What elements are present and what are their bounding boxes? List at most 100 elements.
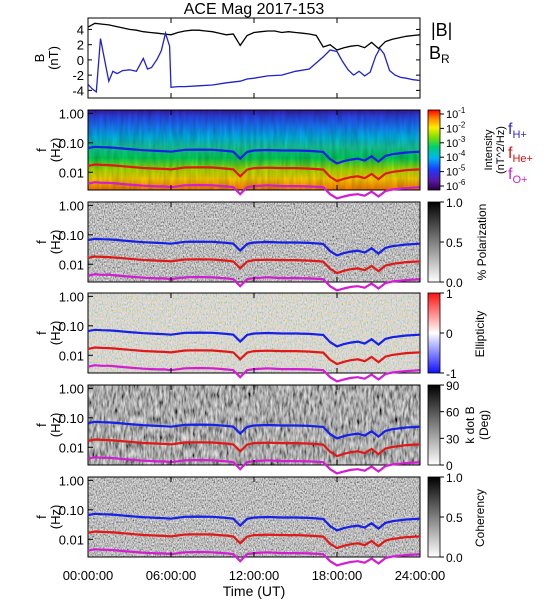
legend-f-h-main: f <box>508 121 513 138</box>
panel-bfield: 420-2-4 B (nT) |B| BR <box>32 17 452 99</box>
legend-b-r: BR <box>429 43 450 66</box>
spec-ytick-label: 0.10 <box>59 136 84 151</box>
spec-ytick-label: 0.10 <box>59 319 84 334</box>
colorbar-tick-label: 1 <box>446 287 453 301</box>
f-h-gyrofrequency-line <box>87 237 421 257</box>
spec-ytick-label: 0.01 <box>59 165 84 180</box>
colorbar-tick-label: 0.5 <box>446 511 463 525</box>
f-h-gyrofrequency-line <box>87 328 421 348</box>
spec-ylabel-hz: (Hz) <box>48 321 63 346</box>
spec-ytick-label: 1.00 <box>59 473 84 488</box>
colorbar-tick-label: 10-6 <box>446 178 466 193</box>
spec-ytick-label: 1.00 <box>59 198 84 213</box>
colorbar-tick-label: 0.0 <box>446 276 463 290</box>
colorbar-tick-label: 0 <box>446 327 453 341</box>
x-tick-label: 00:00:00 <box>63 568 114 583</box>
spec-ylabel-f: f <box>34 423 49 427</box>
ellipticity-colorbar <box>427 292 441 374</box>
bfield-series <box>88 22 420 94</box>
legend-f-he: fHe+ <box>508 145 533 165</box>
x-tick-label: 18:00:00 <box>312 568 363 583</box>
f-h-gyrofrequency-line <box>87 145 421 165</box>
spec-ytick-label: 0.10 <box>59 411 84 426</box>
spec-ylabel-f: f <box>34 331 49 335</box>
spec-ytick-label: 0.01 <box>59 532 84 547</box>
coherency-colorbar <box>427 476 441 558</box>
legend-f-h: fH+ <box>508 121 527 141</box>
bfield-ylabel-line2: (nT) <box>46 46 61 70</box>
spec-ylabel-f: f <box>34 240 49 244</box>
spec-ytick-label: 0.10 <box>59 503 84 518</box>
f-he-gyrofrequency-line <box>87 163 421 183</box>
colorbar-tick-label: 90 <box>446 379 460 393</box>
bfield-ytick-label: -2 <box>72 68 84 83</box>
legend-f-he-sub: He+ <box>512 153 533 165</box>
spec-ytick-label: 0.01 <box>59 440 84 455</box>
colorbar-tick-label: 10-3 <box>446 135 466 150</box>
wave-normal-colorbar-label-line1: k dot B <box>463 406 477 443</box>
colorbar-tick-label: 10-5 <box>446 164 466 179</box>
generated-chart-marks: f (Hz)1.000.100.0110-110-210-310-410-510-… <box>34 18 466 583</box>
legend-f-o: fO+ <box>508 166 527 186</box>
colorbar-tick-label: 30 <box>446 432 460 446</box>
colorbar-tick-label: 10-1 <box>446 106 466 121</box>
spec-ytick-label: 1.00 <box>59 289 84 304</box>
b-r-line <box>88 30 420 94</box>
polarization-colorbar-label: % Polarization <box>475 204 489 281</box>
f-he-gyrofrequency-line <box>87 438 421 458</box>
legend-b-r-main: B <box>429 43 441 63</box>
colorbar-tick-label: 10-4 <box>446 149 466 164</box>
wave-normal-colorbar <box>427 384 441 466</box>
colorbar-tick-label: 1.0 <box>446 196 463 210</box>
colorbar-tick-label: 10-2 <box>446 120 466 135</box>
spec-ylabel-hz: (Hz) <box>48 505 63 530</box>
spec-ytick-label: 0.01 <box>59 257 84 272</box>
b-total-line <box>88 22 420 51</box>
x-tick-label: 12:00:00 <box>229 568 280 583</box>
spec-ytick-label: 1.00 <box>59 106 84 121</box>
legend-b-r-sub: R <box>441 52 450 66</box>
colorbar-tick-label: 60 <box>446 406 460 420</box>
psd-colorbar <box>427 109 441 191</box>
bfield-ytick-label: -4 <box>72 83 84 98</box>
spec-ylabel-hz: (Hz) <box>48 413 63 438</box>
colorbar-tick-label: 0.5 <box>446 236 463 250</box>
legend-f-o-main: f <box>508 166 513 183</box>
bfield-y-ticks: 420-2-4 <box>72 22 420 98</box>
x-tick-label: 06:00:00 <box>146 568 197 583</box>
polarization-colorbar <box>427 201 441 283</box>
spec-ytick-label: 0.01 <box>59 348 84 363</box>
spec-ytick-label: 0.10 <box>59 228 84 243</box>
bfield-ytick-label: 2 <box>77 38 84 53</box>
f-he-gyrofrequency-line <box>87 255 421 275</box>
psd-colorbar-label-line1: Intensity <box>483 129 495 170</box>
wave-normal-colorbar-label-line2: (Deg) <box>477 410 491 440</box>
bfield-ytick-label: 4 <box>77 22 84 37</box>
legend-b-total: |B| <box>431 20 452 40</box>
f-he-gyrofrequency-line <box>87 346 421 366</box>
spec-ylabel-f: f <box>34 515 49 519</box>
bfield-ylabel-line1: B <box>32 54 47 63</box>
f-h-gyrofrequency-line <box>87 512 421 532</box>
legend-f-h-sub: H+ <box>512 129 526 141</box>
colorbar-tick-label: 0.0 <box>446 551 463 565</box>
f-he-gyrofrequency-line <box>87 530 421 550</box>
x-axis-label: Time (UT) <box>223 583 285 599</box>
spec-ylabel-hz: (Hz) <box>48 138 63 163</box>
legend-f-he-main: f <box>508 145 513 162</box>
spec-ylabel-f: f <box>34 148 49 152</box>
coherency-colorbar-label: Coherency <box>473 489 487 547</box>
f-h-gyrofrequency-line <box>87 420 421 440</box>
bfield-ytick-label: 0 <box>77 53 84 68</box>
spec-ytick-label: 1.00 <box>59 381 84 396</box>
ellipticity-colorbar-label: Ellipticity <box>473 311 487 358</box>
colorbar-tick-label: 0 <box>446 459 453 473</box>
figure-title: ACE Mag 2017-153 <box>184 1 325 18</box>
x-tick-label: 24:00:00 <box>395 568 446 583</box>
legend-f-o-sub: O+ <box>512 174 527 186</box>
colorbar-tick-label: 1.0 <box>446 471 463 485</box>
psd-colorbar-label-line2: (nT^2/Hz) <box>495 126 507 174</box>
spec-ylabel-hz: (Hz) <box>48 230 63 255</box>
colorbar-tick-label: -1 <box>446 367 457 381</box>
